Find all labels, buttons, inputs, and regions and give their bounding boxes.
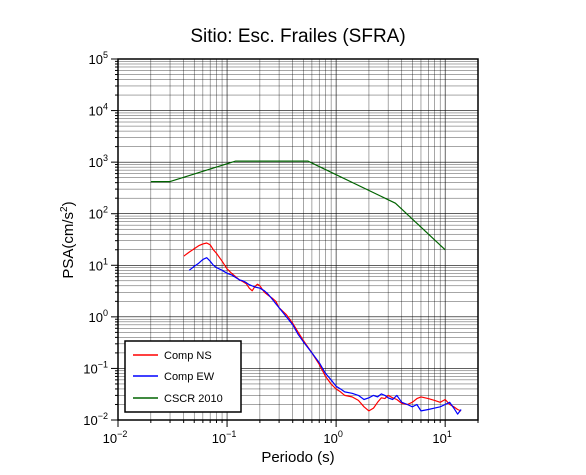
y-tick-exp: 1 xyxy=(103,256,108,266)
x-tick-base: 10 xyxy=(212,431,226,446)
legend-label-comp-ns: Comp NS xyxy=(164,350,212,362)
y-tick-base: 10 xyxy=(89,207,103,222)
chart-title: Sitio: Esc. Frailes (SFRA) xyxy=(190,26,405,47)
x-tick-label: 101 xyxy=(432,429,451,446)
x-tick-label: 10−2 xyxy=(103,429,128,446)
x-tick-base: 10 xyxy=(103,431,117,446)
x-tick-label: 10−1 xyxy=(212,429,237,446)
legend: Comp NS Comp EW CSCR 2010 xyxy=(124,340,242,413)
y-tick-exp: 0 xyxy=(103,308,108,318)
y-axis-label-sup: 2 xyxy=(59,206,70,212)
ticks xyxy=(111,58,479,427)
y-tick-label: 104 xyxy=(89,102,108,119)
y-tick-exp: 5 xyxy=(103,50,108,60)
y-tick-exp: −2 xyxy=(98,411,108,421)
y-tick-base: 10 xyxy=(89,52,103,67)
x-tick-base: 10 xyxy=(432,431,446,446)
plot-frame xyxy=(117,58,479,421)
y-axis-label-close: ) xyxy=(60,201,77,206)
series-layer xyxy=(150,160,462,415)
y-tick-base: 10 xyxy=(83,413,97,428)
x-tick-base: 10 xyxy=(323,431,337,446)
series-line-cscr-2010 xyxy=(150,160,446,251)
y-tick-label: 103 xyxy=(89,153,108,170)
y-tick-base: 10 xyxy=(83,361,97,376)
legend-label-cscr-2010: CSCR 2010 xyxy=(164,393,223,405)
y-tick-base: 10 xyxy=(89,310,103,325)
y-tick-exp: 4 xyxy=(103,102,108,112)
x-tick-exp: 0 xyxy=(338,429,343,439)
x-tick-exp: −1 xyxy=(226,429,236,439)
y-tick-label: 105 xyxy=(89,50,108,67)
x-tick-label: 100 xyxy=(323,429,342,446)
y-tick-exp: 3 xyxy=(103,153,108,163)
y-tick-exp: −1 xyxy=(98,359,108,369)
y-tick-label: 10−2 xyxy=(83,411,108,428)
x-tick-exp: −2 xyxy=(117,429,127,439)
y-tick-label: 101 xyxy=(89,256,108,273)
x-axis-label: Periodo (s) xyxy=(261,449,334,466)
y-tick-base: 10 xyxy=(89,104,103,119)
grid xyxy=(117,58,479,421)
y-tick-label: 100 xyxy=(89,308,108,325)
y-tick-label: 102 xyxy=(89,205,108,222)
y-axis-label: PSA(cm/s2) xyxy=(59,201,77,278)
legend-label-comp-ew: Comp EW xyxy=(164,371,215,383)
y-tick-base: 10 xyxy=(89,155,103,170)
y-tick-label: 10−1 xyxy=(83,359,108,376)
y-axis-label-main: PSA(cm/s xyxy=(60,212,77,279)
series-line-comp-ew xyxy=(188,257,462,415)
y-tick-exp: 2 xyxy=(103,205,108,215)
y-tick-base: 10 xyxy=(89,258,103,273)
x-tick-exp: 1 xyxy=(447,429,452,439)
